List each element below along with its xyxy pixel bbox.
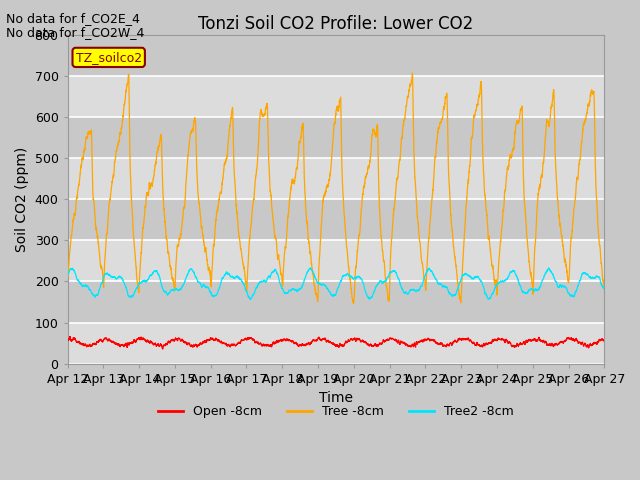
Title: Tonzi Soil CO2 Profile: Lower CO2: Tonzi Soil CO2 Profile: Lower CO2 bbox=[198, 15, 474, 33]
Text: No data for f_CO2E_4: No data for f_CO2E_4 bbox=[6, 12, 140, 25]
Y-axis label: Soil CO2 (ppm): Soil CO2 (ppm) bbox=[15, 146, 29, 252]
Bar bbox=[68, 158, 604, 199]
Bar bbox=[68, 76, 604, 117]
Text: No data for f_CO2W_4: No data for f_CO2W_4 bbox=[6, 26, 145, 39]
Bar bbox=[68, 281, 604, 323]
Bar bbox=[68, 117, 604, 158]
Bar bbox=[68, 240, 604, 281]
Bar bbox=[68, 199, 604, 240]
Bar bbox=[68, 323, 604, 364]
Legend: Open -8cm, Tree -8cm, Tree2 -8cm: Open -8cm, Tree -8cm, Tree2 -8cm bbox=[153, 400, 519, 423]
Text: TZ_soilco2: TZ_soilco2 bbox=[76, 51, 141, 64]
X-axis label: Time: Time bbox=[319, 391, 353, 405]
Bar bbox=[68, 35, 604, 76]
